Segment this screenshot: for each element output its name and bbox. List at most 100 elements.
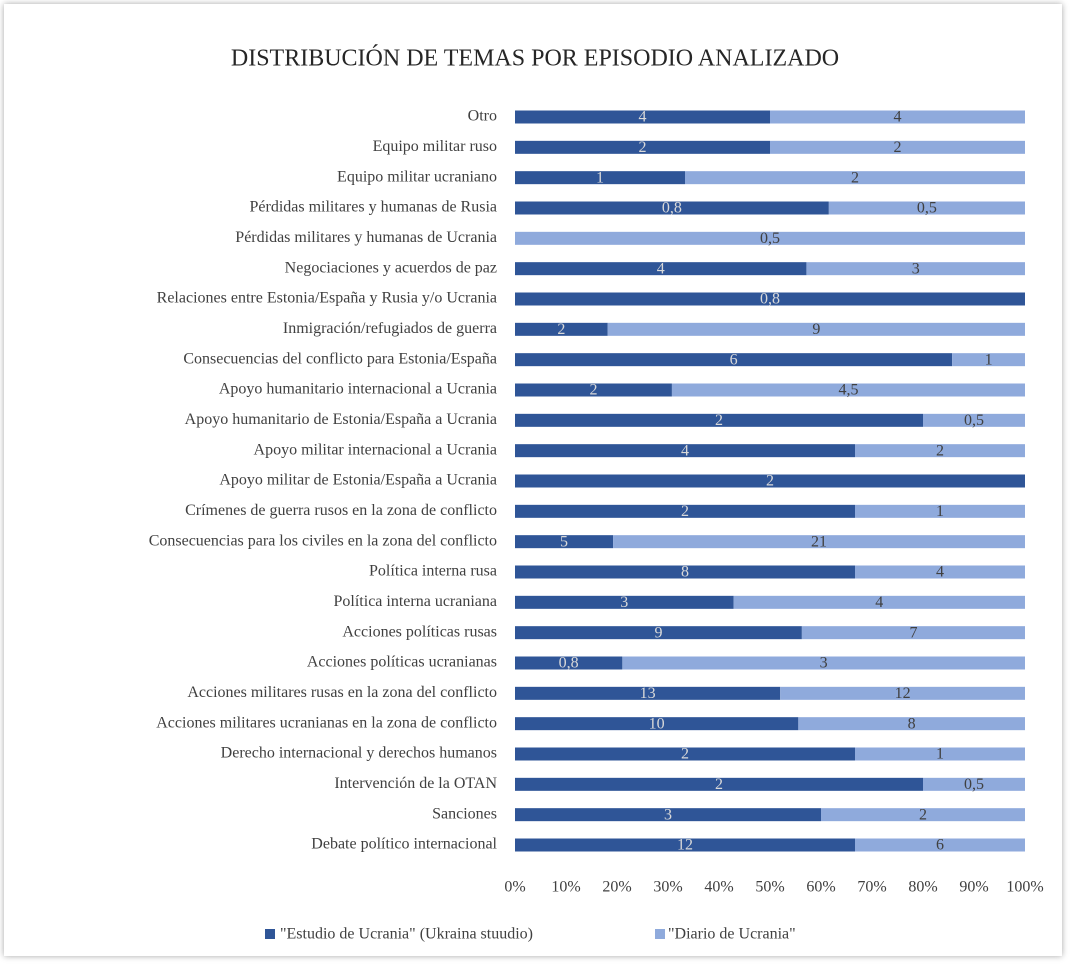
bar-segment [515,504,855,518]
bar-segment [770,110,1025,124]
bar-segment [515,777,923,791]
data-label: 2 [894,139,902,156]
bar-segment [515,201,829,215]
bar-segment [801,626,1025,640]
data-label: 12 [895,685,911,702]
category-label: Inmigración/refugiados de guerra [283,320,497,337]
bar-segment [821,808,1025,822]
x-tick-label: 80% [908,879,937,896]
category-label: Acciones militares ucranianas en la zona… [156,714,497,731]
x-tick-label: 60% [806,879,835,896]
category-label: Acciones políticas rusas [342,623,497,640]
data-label: 0,8 [662,200,682,217]
data-label: 1 [985,351,993,368]
data-label: 4 [657,260,665,277]
bar-segment [515,292,1025,306]
bar-segment [515,808,821,822]
data-label: 2 [681,503,689,520]
bar-segment [515,444,855,458]
category-label: Apoyo humanitario de Estonia/España a Uc… [185,411,497,428]
bar-segment [671,383,1025,397]
bar-segment [515,656,623,670]
data-label: 0,5 [964,776,984,793]
data-label: 2 [715,776,723,793]
bar-segment [515,747,855,761]
category-label: Consecuencias para los civiles en la zon… [149,532,497,549]
bar-segment [515,322,608,336]
category-label: Equipo militar ruso [373,138,497,155]
data-label: 5 [560,533,568,550]
data-label: 3 [620,594,628,611]
x-tick-label: 40% [704,879,733,896]
bar-segment [855,444,1025,458]
category-label: Apoyo militar internacional a Ucrania [254,441,497,458]
x-tick-label: 100% [1006,879,1043,896]
bar-segment [622,656,1025,670]
data-label: 0,5 [964,412,984,429]
data-label: 2 [639,139,647,156]
data-label: 8 [908,715,916,732]
x-tick-label: 90% [959,879,988,896]
data-label: 2 [589,382,597,399]
x-tick-label: 10% [551,879,580,896]
bar-segment [770,140,1025,154]
data-label: 8 [681,564,689,581]
category-label: Acciones políticas ucranianas [307,654,497,671]
data-label: 0,8 [760,291,780,308]
data-label: 0,5 [760,230,780,247]
data-label: 13 [640,685,656,702]
x-tick-label: 0% [504,879,525,896]
data-label: 4 [681,442,689,459]
data-label: 3 [912,260,920,277]
chart-title: DISTRIBUCIÓN DE TEMAS POR EPISODIO ANALI… [231,45,839,72]
legend-label: "Estudio de Ucrania" (Ukraina stuudio) [280,926,533,943]
data-label: 1 [936,746,944,763]
data-label: 4 [875,594,883,611]
category-label: Pérdidas militares y humanas de Ucrania [235,229,497,246]
category-label: Consecuencias del conflicto para Estonia… [183,350,497,367]
bar-segment [685,171,1025,185]
x-tick-label: 50% [755,879,784,896]
bar-segment [923,413,1025,427]
bar-segment [515,171,685,185]
legend-swatch [655,929,665,939]
data-label: 4 [894,109,902,126]
category-label: Derecho internacional y derechos humanos [221,745,497,762]
category-label: Equipo militar ucraniano [337,168,497,185]
data-label: 2 [936,442,944,459]
bar-segment [515,231,1025,245]
x-tick-label: 20% [602,879,631,896]
bar-segment [806,262,1025,276]
x-tick-label: 30% [653,879,682,896]
bar-segment [515,140,770,154]
data-label: 6 [730,351,738,368]
data-label: 7 [909,624,917,641]
bar-segment [515,353,953,367]
data-label: 3 [664,806,672,823]
bar-segment [515,383,672,397]
bar-segment [515,838,855,852]
bar-segment [613,535,1025,549]
bar-segment [515,595,734,609]
data-label: 12 [677,837,693,854]
category-label: Política interna rusa [369,563,497,580]
category-label: Acciones militares rusas en la zona del … [187,684,497,701]
category-label: Apoyo humanitario internacional a Ucrani… [219,381,497,398]
category-label: Crímenes de guerra rusos en la zona de c… [185,502,497,519]
data-label: 4 [936,564,944,581]
category-label: Otro [468,108,497,125]
data-label: 1 [596,169,604,186]
data-label: 1 [936,503,944,520]
bar-segment [515,717,799,731]
bar-segment [515,686,781,700]
legend-label: "Diario de Ucrania" [668,926,796,943]
legend-swatch [265,929,275,939]
data-label: 6 [936,837,944,854]
data-label: 2 [557,321,565,338]
data-label: 4 [639,109,647,126]
data-label: 3 [820,655,828,672]
data-label: 2 [919,806,927,823]
bar-segment [855,565,1025,579]
data-label: 2 [766,473,774,490]
